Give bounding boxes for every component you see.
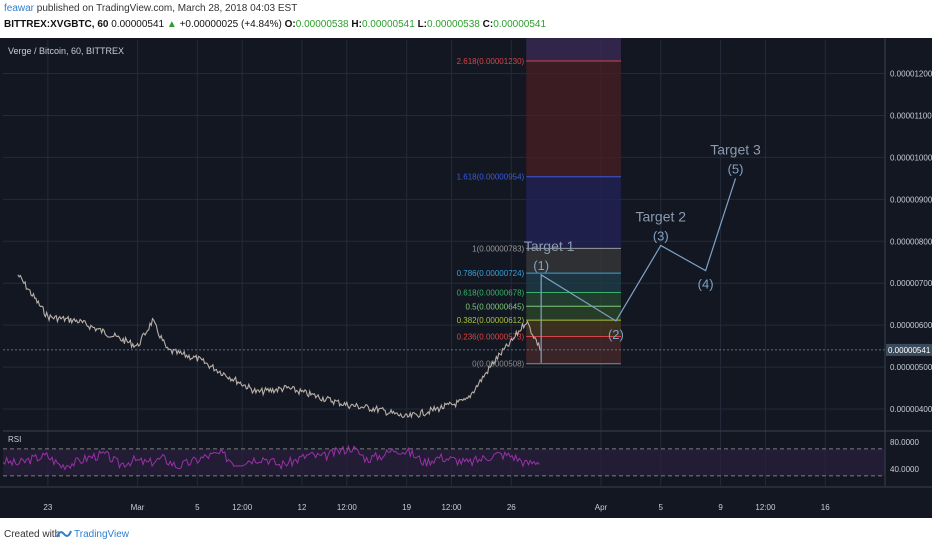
fib-level-label: 0.5(0.00000645) xyxy=(466,302,525,311)
low-value: 0.00000538 xyxy=(427,19,480,30)
fib-level-label: 0.236(0.00000573) xyxy=(457,332,525,341)
fib-level-label: 1.618(0.00000954) xyxy=(457,173,525,182)
wave-label: (5) xyxy=(728,161,744,176)
tradingview-link[interactable]: TradingView xyxy=(74,529,130,540)
open-value: 0.00000538 xyxy=(295,19,349,30)
fib-zone xyxy=(526,306,621,321)
rsi-line xyxy=(2,444,540,471)
wave-label: (4) xyxy=(698,277,714,292)
last-price-tag-label: 0.00000541 xyxy=(888,346,931,355)
x-tick-label: 23 xyxy=(43,503,52,512)
fib-level-label: 0.382(0.00000612) xyxy=(457,316,525,325)
open-label: O: xyxy=(284,19,296,30)
x-tick-label: Apr xyxy=(595,503,608,512)
target-label: Target 1 xyxy=(524,238,575,254)
fib-level-label: 2.618(0.00001230) xyxy=(457,57,525,66)
x-tick-label: 12:00 xyxy=(232,503,253,512)
symbol-info: BITTREX:XVGBTC, 60 0.00000541 ▲ +0.00000… xyxy=(4,19,546,30)
chart-title: Verge / Bitcoin, 60, BITTREX xyxy=(8,46,124,56)
fib-level-label: 0.618(0.00000678) xyxy=(457,288,525,297)
y-tick-label: 0.00000600 xyxy=(890,321,932,330)
target-label: Target 2 xyxy=(635,208,686,224)
rsi-tick-label: 80.0000 xyxy=(890,438,919,447)
tradingview-logo-icon xyxy=(56,530,72,538)
chart-canvas[interactable]: 0.00001200 0.00001100 0.00001000 0.00000900… xyxy=(0,38,932,518)
low-label: L: xyxy=(417,19,428,30)
fib-zone xyxy=(526,292,621,307)
price-change: +0.00000025 (+4.84%) xyxy=(179,19,282,30)
target-label: Target 3 xyxy=(710,141,761,157)
chart-header: feawar published on TradingView.com, Mar… xyxy=(0,0,932,36)
fib-level-label: 1(0.00000783) xyxy=(472,244,524,253)
x-tick-label: 5 xyxy=(195,503,200,512)
x-tick-label: 12:00 xyxy=(755,503,776,512)
elliott-wave-path xyxy=(540,178,737,363)
wave-label: (2) xyxy=(608,327,624,342)
x-tick-label: Mar xyxy=(131,503,145,512)
y-tick-label: 0.00001100 xyxy=(890,111,932,120)
y-tick-label: 0.00000700 xyxy=(890,279,932,288)
created-with-text: Created with xyxy=(4,529,61,540)
rsi-tick-label: 40.0000 xyxy=(890,465,919,474)
y-tick-label: 0.00001200 xyxy=(890,70,932,79)
author-link[interactable]: feawar xyxy=(4,3,35,14)
y-tick-label: 0.00000800 xyxy=(890,237,932,246)
fib-zone-top xyxy=(526,38,621,61)
x-tick-label: 5 xyxy=(659,503,664,512)
close-label: C: xyxy=(482,19,494,30)
y-tick-label: 0.00000500 xyxy=(890,363,932,372)
fib-zone xyxy=(526,273,621,293)
x-tick-label: 12:00 xyxy=(441,503,462,512)
wave-label: (1) xyxy=(533,258,549,273)
high-label: H: xyxy=(351,19,362,30)
close-value: 0.00000541 xyxy=(493,19,547,30)
x-tick-label: 16 xyxy=(821,503,830,512)
price-series-line xyxy=(17,274,542,419)
y-tick-label: 0.00000900 xyxy=(890,195,932,204)
fib-zone xyxy=(526,176,621,249)
y-tick-label: 0.00001000 xyxy=(890,153,932,162)
rsi-band xyxy=(3,448,885,476)
fib-level-label: 0(0.00000508) xyxy=(472,360,524,369)
fib-zone xyxy=(526,320,621,337)
last-price: 0.00000541 xyxy=(111,19,165,30)
fib-zone xyxy=(526,336,621,364)
change-arrow-icon: ▲ xyxy=(166,19,177,30)
chart-background xyxy=(0,38,932,518)
fib-zone xyxy=(526,60,621,177)
rsi-label: RSI xyxy=(8,435,21,444)
x-tick-label: 19 xyxy=(402,503,411,512)
wave-label: (3) xyxy=(653,228,669,243)
symbol-label: BITTREX:XVGBTC, 60 xyxy=(4,19,109,30)
x-tick-label: 9 xyxy=(718,503,723,512)
x-tick-label: 12 xyxy=(298,503,307,512)
publish-info: feawar published on TradingView.com, Mar… xyxy=(4,3,297,14)
x-tick-label: 26 xyxy=(507,503,516,512)
high-value: 0.00000541 xyxy=(361,19,415,30)
x-tick-label: 12:00 xyxy=(337,503,358,512)
y-tick-label: 0.00000400 xyxy=(890,405,932,414)
published-text: published on TradingView.com, March 28, … xyxy=(34,3,298,14)
fib-zone xyxy=(526,248,621,274)
last-price-tag xyxy=(886,343,932,356)
fib-level-label: 0.786(0.00000724) xyxy=(457,269,525,278)
footer: Created with TradingView xyxy=(0,518,932,550)
